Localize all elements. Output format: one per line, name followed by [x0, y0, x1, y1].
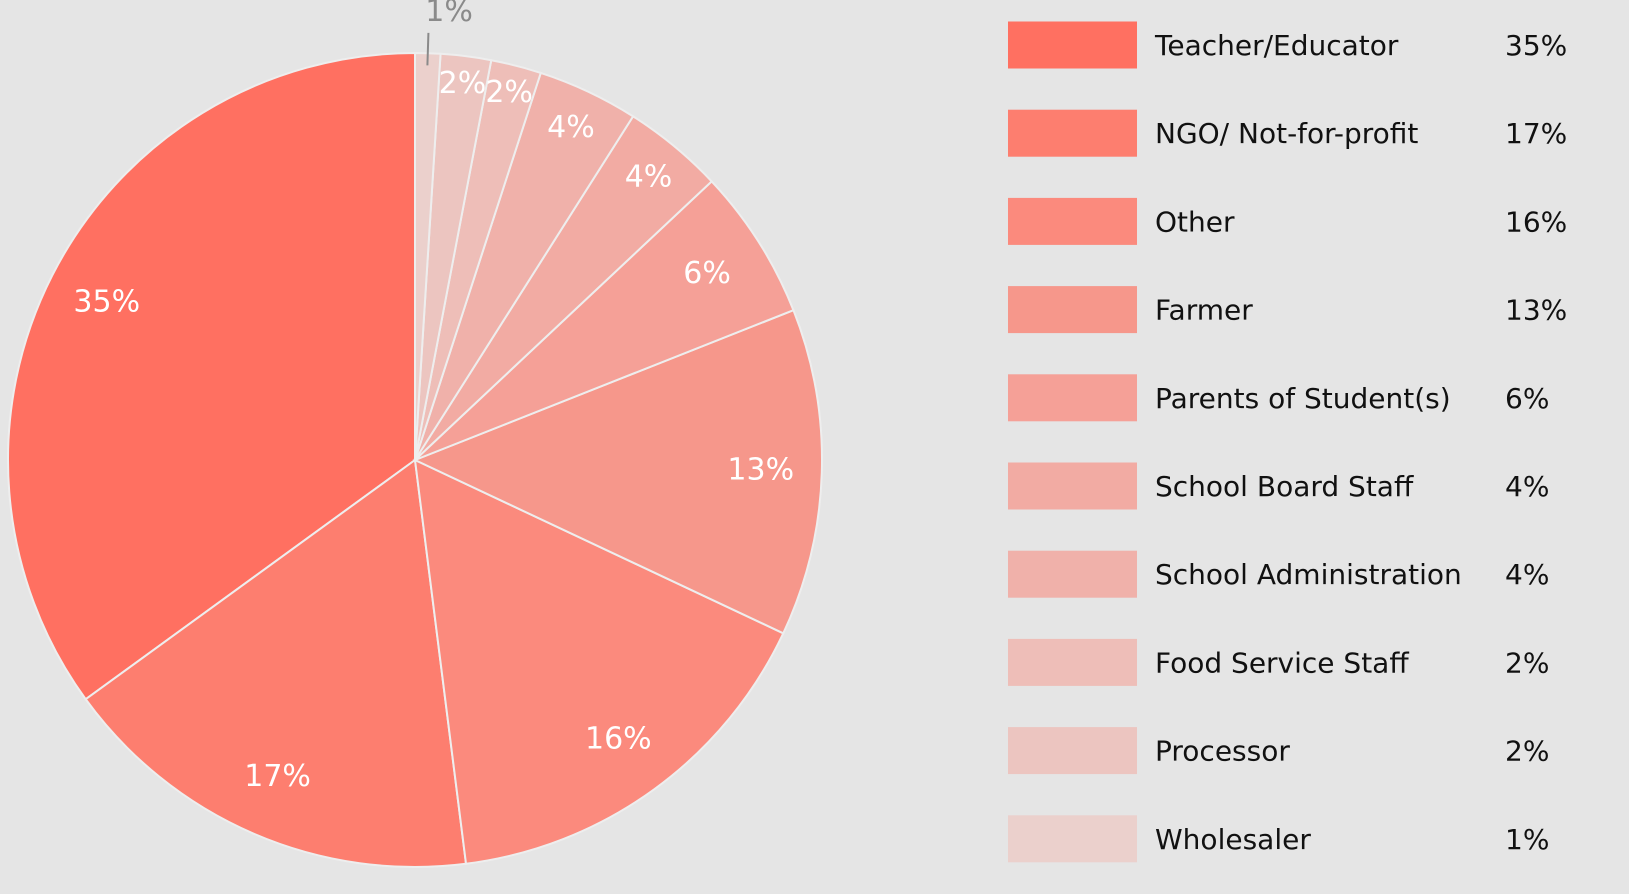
legend-value: 2%: [1505, 735, 1549, 768]
legend-value: 1%: [1505, 823, 1549, 856]
legend-swatch: [1008, 286, 1137, 334]
pie-slice: [412, 308, 823, 635]
legend-swatch: [1008, 815, 1137, 863]
legend-swatch: [1008, 550, 1137, 598]
slice-label: 17%: [244, 759, 311, 794]
legend-label: Food Service Staff: [1155, 646, 1409, 679]
slice-label: 4%: [625, 159, 673, 194]
legend-label: Processor: [1155, 735, 1290, 768]
pie-slice: [414, 179, 795, 461]
legend-swatch: [1008, 727, 1137, 775]
legend-value: 13%: [1505, 294, 1567, 327]
legend-swatch: [1008, 462, 1137, 510]
legend-label: Parents of Student(s): [1155, 382, 1451, 415]
pie-slice: [413, 458, 785, 865]
legend-value: 6%: [1505, 382, 1549, 415]
legend-swatch: [1008, 374, 1137, 422]
legend-label: School Board Staff: [1155, 470, 1414, 503]
legend-label: Other: [1155, 205, 1235, 238]
legend-value: 35%: [1505, 29, 1567, 62]
legend-label: Farmer: [1155, 294, 1253, 327]
slice-label: 16%: [585, 721, 652, 756]
legend-value: 2%: [1505, 646, 1549, 679]
legend-label: Wholesaler: [1155, 823, 1311, 856]
legend-swatch: [1008, 638, 1137, 686]
legend-label: NGO/ Not-for-profit: [1155, 117, 1418, 150]
legend-value: 4%: [1505, 470, 1549, 503]
legend-label: School Administration: [1155, 558, 1462, 591]
slice-label: 1%: [425, 0, 473, 29]
slice-label: 4%: [547, 110, 595, 145]
legend-value: 4%: [1505, 558, 1549, 591]
legend-swatch: [1008, 21, 1137, 69]
pie-slice: [84, 458, 468, 868]
slice-label: 2%: [485, 75, 533, 110]
leader-line: [426, 32, 430, 66]
slice-label: 35%: [73, 284, 140, 319]
pie-slice: [7, 51, 416, 701]
legend-label: Teacher/Educator: [1154, 29, 1399, 62]
slice-label: 6%: [683, 256, 731, 291]
slice-label: 13%: [727, 452, 794, 487]
slice-label: 2%: [439, 66, 487, 101]
legend-value: 16%: [1505, 205, 1567, 238]
legend-swatch: [1008, 197, 1137, 245]
legend-swatch: [1008, 109, 1137, 157]
legend-value: 17%: [1505, 117, 1567, 150]
